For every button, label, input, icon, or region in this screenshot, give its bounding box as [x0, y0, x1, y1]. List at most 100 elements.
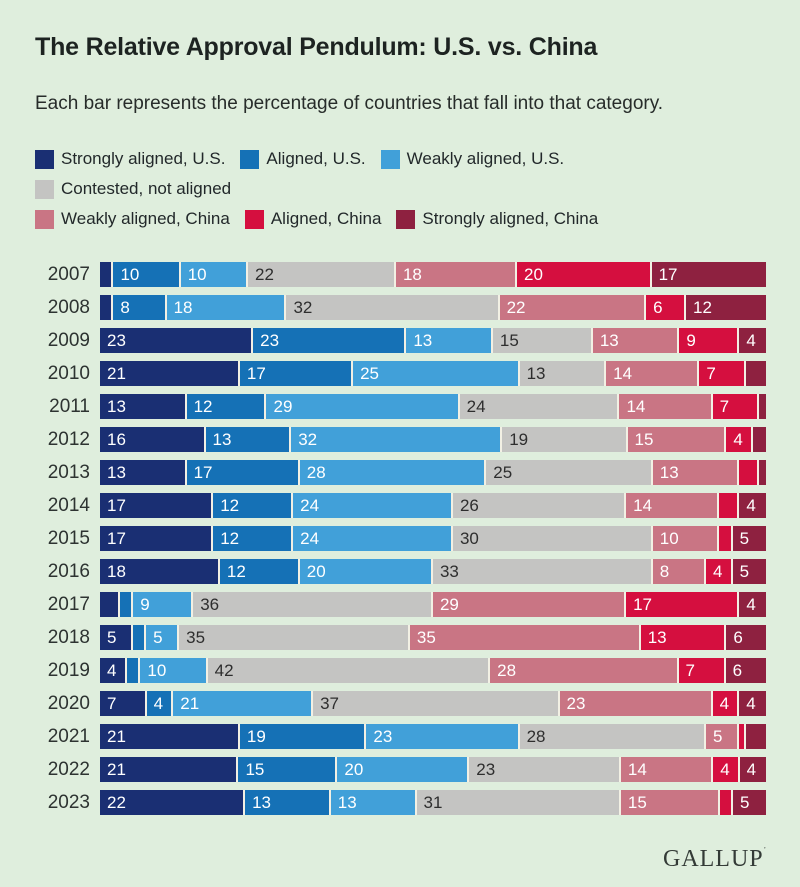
bar-segment: [759, 394, 766, 419]
bar-segment: 17: [100, 526, 214, 551]
bar-segment: 16: [100, 427, 206, 452]
bar-value-label: 24: [300, 529, 320, 548]
bar-segment: 5: [733, 790, 766, 815]
bar-segment: [100, 592, 120, 617]
bar-segment: 19: [502, 427, 628, 452]
bar-segment: 4: [713, 757, 740, 782]
chart-row: 2017 9 36 29 17 4: [35, 592, 766, 617]
bar-segment: 42: [207, 658, 491, 683]
bar-segment: 5: [100, 625, 133, 650]
bar-value-label: 24: [466, 397, 486, 416]
year-label: 2019: [47, 659, 90, 681]
chart-row: 2018 5 5 35 35 13 6: [35, 625, 766, 650]
bar-segment: 4: [739, 691, 766, 716]
stacked-bar: 4 10 42 28 7 6: [100, 658, 766, 683]
bar-segment: 5: [706, 724, 740, 749]
bar-value-label: 9: [140, 595, 150, 614]
bar-segment: 13: [100, 460, 187, 485]
legend-label: Aligned, U.S.: [266, 149, 366, 168]
legend-item: Aligned, U.S.: [240, 149, 366, 169]
bar-segment: 7: [712, 394, 760, 419]
bar-segment: 23: [366, 724, 520, 749]
year-label: 2009: [47, 329, 90, 351]
bar-value-label: 10: [120, 265, 140, 284]
bar-segment: 4: [146, 691, 174, 716]
legend-label: Strongly aligned, China: [422, 209, 599, 228]
legend-item: Contested, not aligned: [35, 179, 231, 199]
bar-value-label: 9: [686, 331, 696, 350]
gallup-logo: GALLUP’: [663, 846, 766, 873]
bar-segment: 12: [186, 394, 267, 419]
bar-segment: 12: [686, 295, 766, 320]
bar-value-label: 24: [300, 496, 320, 515]
bar-segment: [719, 790, 733, 815]
legend-swatch-icon: [380, 149, 400, 169]
bar-segment: 22: [499, 295, 647, 320]
bar-segment: 10: [140, 658, 208, 683]
bar-value-label: 28: [306, 463, 326, 482]
page-title: The Relative Approval Pendulum: U.S. vs.…: [35, 33, 598, 61]
bar-value-label: 30: [459, 529, 479, 548]
bar-segment: 29: [432, 592, 627, 617]
bar-value-label: 22: [107, 793, 126, 812]
legend-label: Aligned, China: [270, 209, 382, 228]
bar-value-label: 4: [746, 496, 756, 515]
stacked-bar: 21 19 23 28 5: [100, 724, 766, 749]
bar-segment: 4: [706, 559, 733, 584]
year-label: 2008: [47, 296, 90, 318]
footer: GALLUP’: [35, 846, 766, 873]
stacked-bar: 17 12 24 26 14 4: [100, 493, 766, 518]
bar-segment: 13: [205, 427, 292, 452]
bar-value-label: 23: [107, 331, 126, 350]
bar-segment: 9: [679, 328, 740, 353]
bar-value-label: 36: [200, 595, 220, 614]
bar-value-label: 17: [246, 364, 266, 383]
bar-segment: 23: [469, 757, 621, 782]
chart-row: 2023 22 13 13 31 15 5: [35, 790, 766, 815]
bar-value-label: 33: [439, 562, 459, 581]
bar-value-label: 12: [220, 496, 240, 515]
legend-swatch-icon: [240, 149, 260, 169]
bar-value-label: 26: [459, 496, 479, 515]
bar-value-label: 17: [107, 496, 126, 515]
bar-segment: 14: [606, 361, 700, 386]
bar-segment: 4: [726, 427, 753, 452]
bar-value-label: 21: [107, 727, 126, 746]
bar-value-label: 32: [298, 430, 318, 449]
bar-segment: 30: [452, 526, 653, 551]
bar-value-label: 14: [627, 760, 647, 779]
chart-row: 2014 17 12 24 26 14 4: [35, 493, 766, 518]
bar-segment: 18: [100, 559, 220, 584]
bar-segment: 31: [416, 790, 621, 815]
bar-value-label: 14: [613, 364, 633, 383]
year-label: 2014: [47, 494, 90, 516]
chart-row: 2016 18 12 20 33 8 4 5: [35, 559, 766, 584]
year-label: 2021: [47, 725, 90, 747]
bar-value-label: 13: [107, 463, 126, 482]
bar-segment: 32: [291, 427, 503, 452]
bar-segment: 6: [725, 658, 766, 683]
bar-segment: 17: [100, 493, 214, 518]
bar-segment: 6: [726, 625, 766, 650]
bar-value-label: 21: [180, 694, 200, 713]
bar-segment: 4: [739, 493, 766, 518]
bar-segment: 14: [620, 757, 714, 782]
chart: 2007 10 10 22 18 20 17 2008 8 18 32 22 6 12 2009 23 23 13…: [35, 262, 766, 815]
bar-value-label: 4: [746, 694, 756, 713]
bar-segment: [739, 724, 746, 749]
legend-swatch-icon: [35, 149, 54, 169]
bar-segment: 10: [652, 526, 720, 551]
bar-value-label: 7: [685, 661, 695, 680]
bar-value-label: 22: [254, 265, 274, 284]
chart-row: 2022 21 15 20 23 14 4 4: [35, 757, 766, 782]
bar-value-label: 15: [627, 793, 647, 812]
bar-segment: 33: [432, 559, 653, 584]
bar-value-label: 20: [306, 562, 326, 581]
bar-value-label: 35: [416, 628, 436, 647]
bar-value-label: 22: [506, 298, 526, 317]
bar-segment: 14: [619, 394, 713, 419]
year-label: 2015: [47, 527, 90, 549]
bar-segment: 4: [739, 757, 766, 782]
bar-segment: 13: [640, 625, 727, 650]
year-label: 2012: [47, 428, 90, 450]
